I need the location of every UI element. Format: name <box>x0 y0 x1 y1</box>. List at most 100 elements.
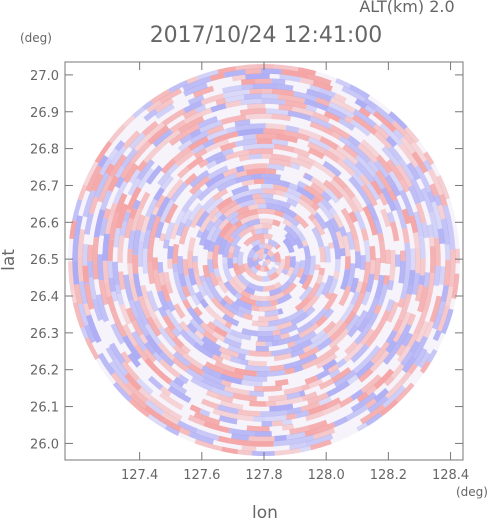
radar-echo <box>356 240 358 251</box>
radar-echo <box>231 359 241 362</box>
radar-echo <box>265 246 272 248</box>
radar-echo <box>252 232 256 233</box>
radar-echo <box>289 444 305 447</box>
radar-echo <box>429 225 431 237</box>
radar-echo <box>218 438 229 441</box>
radar-echo <box>302 260 303 268</box>
radar-echo <box>245 76 269 77</box>
radar-echo <box>258 211 275 212</box>
radar-echo <box>288 344 295 346</box>
radar-echo <box>253 196 261 197</box>
radar-echo <box>245 367 270 369</box>
radar-echo <box>238 313 243 315</box>
radar-echo <box>230 253 231 259</box>
radar-echo <box>107 283 109 296</box>
radar-echo <box>266 111 288 113</box>
radar-echo <box>166 240 167 249</box>
y-tick-label: 26.5 <box>30 253 59 268</box>
radar-echo <box>273 332 280 333</box>
radar-echo <box>191 238 194 251</box>
radar-echo <box>272 91 294 93</box>
radar-echo <box>255 201 265 202</box>
radar-echo <box>250 91 263 92</box>
radar-echo <box>372 246 373 260</box>
y-tick-label: 26.3 <box>30 327 59 342</box>
radar-echo <box>277 262 278 265</box>
radar-echo <box>270 367 284 369</box>
radar-echo <box>299 268 302 277</box>
radar-echo <box>376 305 379 313</box>
radar-echo <box>436 266 438 286</box>
radar-echo <box>346 118 352 122</box>
radar-echo <box>130 231 133 249</box>
x-tick-label: 127.6 <box>183 468 220 483</box>
radar-echo <box>113 292 115 302</box>
radar-echo <box>230 441 248 444</box>
radar-echo <box>317 366 319 367</box>
radar-echo <box>80 256 81 281</box>
radar-echo <box>273 268 276 271</box>
radar-echo <box>249 151 274 152</box>
radar-echo <box>246 171 266 173</box>
radar-echo <box>265 417 286 419</box>
radar-echo <box>266 206 280 208</box>
radar-echo <box>300 393 305 394</box>
radar-echo <box>235 122 250 124</box>
radar-echo <box>263 388 282 389</box>
radar-echo <box>249 353 271 354</box>
radar-echo <box>409 286 411 295</box>
x-tick-label: 128.4 <box>432 468 469 483</box>
radar-echo <box>224 72 245 75</box>
radar-echo <box>208 277 211 285</box>
radar-echo <box>202 276 204 282</box>
radar-echo <box>262 226 271 227</box>
radar-echo <box>75 237 76 262</box>
radar-echo <box>294 367 302 370</box>
radar-echo <box>280 77 301 80</box>
radar-echo <box>436 195 439 205</box>
radar-echo <box>241 101 261 103</box>
radar-echo <box>255 261 257 266</box>
radar-echo <box>242 331 258 334</box>
radar-echo <box>226 103 241 106</box>
radar-echo <box>424 223 427 238</box>
radar-echo <box>247 106 265 107</box>
radar-echo <box>249 438 275 439</box>
radar-echo <box>376 221 380 233</box>
radar-echo <box>211 242 214 252</box>
radar-echo <box>403 289 405 299</box>
radar-echo <box>218 276 220 282</box>
radar-echo <box>243 136 256 138</box>
radar-echo <box>269 406 293 409</box>
y-tick-label: 26.0 <box>30 437 59 452</box>
radar-echo <box>447 244 448 260</box>
radar-echo <box>335 240 338 260</box>
radar-echo <box>115 262 117 285</box>
radar-echo <box>222 382 231 385</box>
radar-echo <box>273 187 288 190</box>
y-tick-label: 26.7 <box>30 179 59 194</box>
radar-echo <box>145 249 146 274</box>
radar-field <box>68 64 460 456</box>
radar-echo <box>231 247 233 253</box>
y-unit: (deg) <box>20 31 52 45</box>
radar-echo <box>261 268 265 269</box>
radar-echo <box>422 259 423 276</box>
radar-echo <box>249 156 262 157</box>
radar-echo <box>128 210 129 213</box>
radar-echo <box>271 156 291 159</box>
radar-echo <box>291 165 300 168</box>
radar-echo <box>216 213 221 218</box>
radar-echo <box>272 343 280 344</box>
radar-echo <box>285 370 294 372</box>
radar-echo <box>276 192 285 194</box>
radar-echo <box>342 248 343 256</box>
radar-echo <box>288 271 290 275</box>
radar-echo <box>382 242 383 263</box>
y-tick-label: 26.2 <box>30 364 59 379</box>
radar-echo <box>210 252 211 260</box>
radar-echo <box>304 241 306 246</box>
radar-echo <box>287 394 300 397</box>
radar-echo <box>277 246 279 248</box>
radar-echo <box>85 244 86 265</box>
